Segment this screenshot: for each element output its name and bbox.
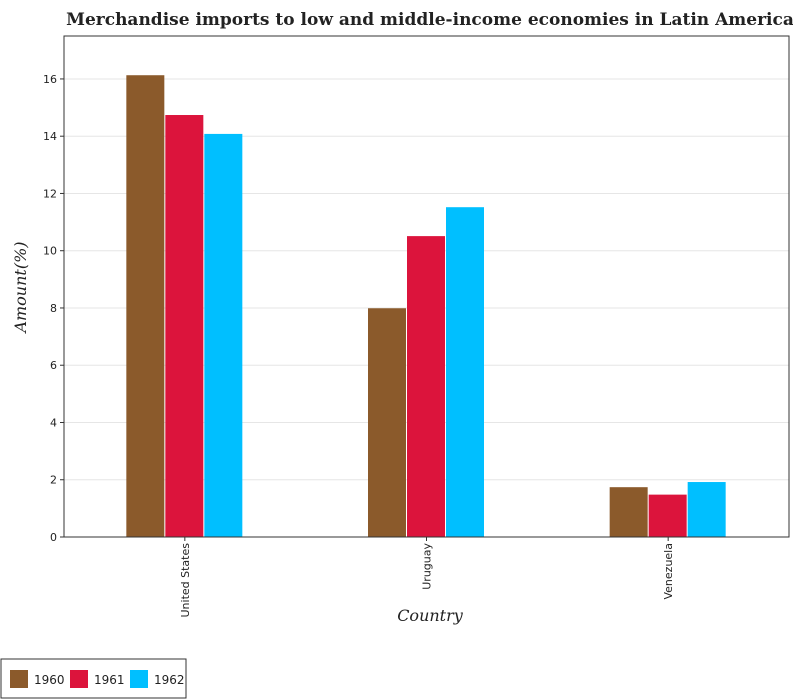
- x-tick-label: Uruguay: [421, 543, 434, 590]
- y-tick-label: 8: [50, 302, 57, 315]
- y-tick-label: 10: [43, 245, 57, 258]
- legend-label-1961: 1961: [94, 673, 125, 687]
- y-tick-label: 14: [43, 130, 57, 143]
- bar-1960-1: [368, 308, 406, 537]
- bar-1962-2: [687, 482, 726, 537]
- y-tick-label: 2: [50, 474, 57, 487]
- legend-label-1962: 1962: [154, 673, 185, 687]
- y-tick-label: 16: [43, 73, 57, 86]
- y-tick-label: 12: [43, 187, 57, 200]
- bar-1960-2: [609, 487, 648, 537]
- legend-box: [0, 658, 187, 699]
- bar-1961-0: [165, 115, 204, 537]
- legend-swatch-1962: [130, 670, 148, 688]
- bar-1962-1: [446, 207, 484, 537]
- y-tick-label: 6: [50, 359, 57, 372]
- bar-1961-2: [648, 494, 687, 537]
- plot-area: 0 2 4 6 8 10 12 14 16 United States Uruguay Venezue…: [43, 35, 790, 618]
- legend-swatch-1961: [70, 670, 88, 688]
- y-tick-label: 4: [50, 416, 57, 429]
- legend: 1960 1961 1962: [0, 658, 187, 699]
- y-axis-label: Amount(%): [11, 241, 30, 334]
- bar-1962-0: [204, 133, 243, 537]
- y-tick-label: 0: [50, 531, 57, 544]
- x-axis-label: Country: [397, 606, 464, 625]
- bar-1961-1: [407, 236, 445, 537]
- x-tick-label: Venezuela: [662, 543, 675, 600]
- plot-border: [63, 35, 790, 538]
- bar-1960-0: [126, 75, 165, 538]
- legend-swatch-1960: [10, 670, 28, 688]
- chart-title: Merchandise imports to low and middle-in…: [66, 10, 793, 30]
- x-tick-label: United States: [179, 543, 192, 618]
- legend-label-1960: 1960: [34, 673, 65, 687]
